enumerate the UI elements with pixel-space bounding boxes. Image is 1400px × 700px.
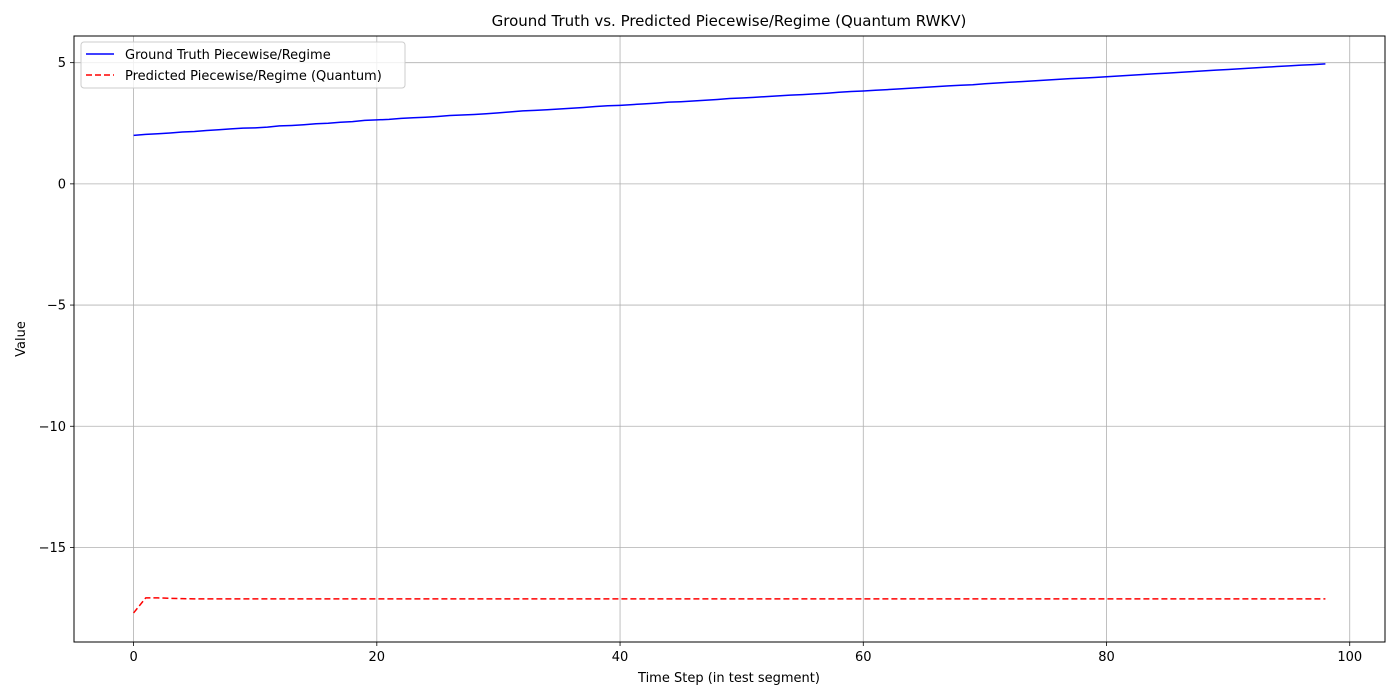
y-tick-label: −15 <box>39 541 66 556</box>
y-tick-label: −10 <box>39 420 66 435</box>
axis-ticks: 0 20 40 60 80 100 5 0 −5 −10 −15 <box>39 56 1363 665</box>
legend-label-predicted: Predicted Piecewise/Regime (Quantum) <box>125 69 382 84</box>
chart-title: Ground Truth vs. Predicted Piecewise/Reg… <box>492 12 967 30</box>
y-tick-label: 5 <box>58 56 66 71</box>
legend-label-ground-truth: Ground Truth Piecewise/Regime <box>125 48 331 63</box>
series-line-ground-truth <box>133 63 1326 137</box>
x-tick-label: 100 <box>1337 650 1362 665</box>
y-tick-label: 0 <box>58 177 66 192</box>
legend: Ground Truth Piecewise/Regime Predicted … <box>80 41 406 89</box>
x-tick-label: 0 <box>129 650 137 665</box>
y-tick-label: −5 <box>47 299 66 314</box>
x-tick-label: 40 <box>612 650 629 665</box>
y-axis-label: Value <box>14 321 29 357</box>
x-tick-label: 80 <box>1098 650 1115 665</box>
series-line-predicted <box>133 597 1326 614</box>
x-axis-label: Time Step (in test segment) <box>637 671 820 686</box>
legend-box <box>80 41 406 89</box>
series-lines <box>133 63 1326 614</box>
x-tick-label: 20 <box>369 650 386 665</box>
x-tick-label: 60 <box>855 650 872 665</box>
plot-frame <box>73 35 1386 643</box>
